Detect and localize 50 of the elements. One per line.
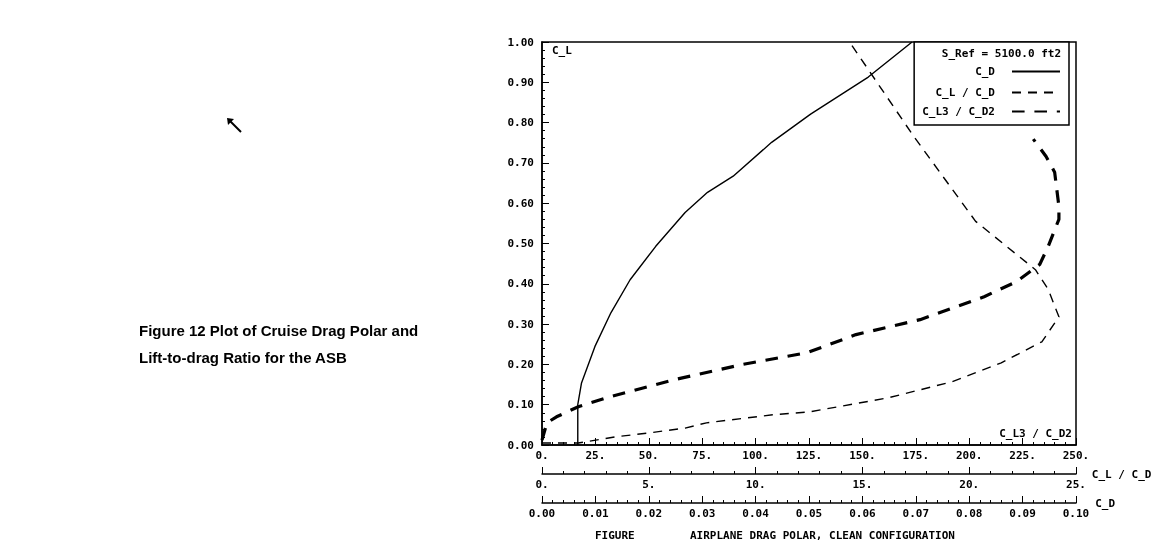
legend-label: C_L / C_D xyxy=(935,86,996,99)
y-tick-label: 0.40 xyxy=(507,277,534,291)
x-tick-label: 0. xyxy=(535,449,549,462)
y-tick-label: 0.30 xyxy=(507,317,534,331)
x-tick-label: 50. xyxy=(638,449,659,462)
y-tick-label: 0.50 xyxy=(507,237,534,250)
x-tick-label: 0.03 xyxy=(688,507,716,520)
x-tick-label: 0.06 xyxy=(849,507,877,520)
x2-tick-label: 20. xyxy=(959,478,980,491)
y-tick-label: 0.90 xyxy=(507,75,534,89)
x-tick-label: 0.04 xyxy=(742,507,770,520)
x2-tick-label: 5. xyxy=(642,478,656,491)
x-tick-label: 175. xyxy=(902,449,930,462)
x-tick-label: 25. xyxy=(585,449,606,462)
x-tick-label: 150. xyxy=(849,449,876,462)
x-tick-label: 0.10 xyxy=(1062,507,1090,520)
text: FIGURE xyxy=(595,529,635,542)
x2-axis-title: C_L / C_D xyxy=(1091,467,1152,481)
x2-tick-label: 25. xyxy=(1066,478,1086,491)
text: AIRPLANE DRAG POLAR, CLEAN CONFIGURATION xyxy=(690,529,955,542)
x-axis-title: C_L3 / C_D2 xyxy=(999,427,1072,440)
legend-title: S_Ref = 5100.0 ft2 xyxy=(941,47,1062,60)
y-tick-label: 0.20 xyxy=(507,357,534,371)
y-tick-label: 0.10 xyxy=(507,398,534,412)
x-tick-label: 0.08 xyxy=(955,507,983,520)
y-axis-title: C_L xyxy=(552,44,573,57)
y-tick-label: 0.80 xyxy=(507,116,534,130)
x2-tick-label: 10. xyxy=(745,478,766,491)
y-tick-label: 0.70 xyxy=(507,156,534,170)
x-tick-label: 225. xyxy=(1009,449,1036,462)
x-tick-label: 125. xyxy=(795,449,823,462)
x-tick-label: 0.09 xyxy=(1009,507,1036,520)
x-tick-label: 200. xyxy=(955,449,983,462)
x-tick-label: 0.01 xyxy=(582,507,610,520)
legend-label: C_D xyxy=(975,65,996,78)
text: Figure 12 Plot of Cruise Drag Polar and Lift-to-drag Ratio for the ASB xyxy=(139,322,423,366)
x-tick-label: 0.02 xyxy=(635,507,663,520)
x-tick-label: 0.00 xyxy=(528,507,556,520)
x-tick-label: 75. xyxy=(692,449,713,462)
y-tick-label: 0.60 xyxy=(507,196,534,210)
x-tick-label: 0.07 xyxy=(902,507,930,520)
x-axis-title: C_D xyxy=(1095,496,1116,510)
legend-label: C_L3 / C_D2 xyxy=(922,105,995,118)
x-tick-label: 100. xyxy=(742,449,769,462)
y-tick-label: 0.00 xyxy=(507,438,534,452)
x2-tick-label: 0. xyxy=(535,478,549,491)
y-tick-label: 1.00 xyxy=(507,35,534,49)
x2-tick-label: 15. xyxy=(852,478,873,491)
x-tick-label: 250. xyxy=(1062,449,1090,462)
x-tick-label: 0.05 xyxy=(795,507,823,520)
